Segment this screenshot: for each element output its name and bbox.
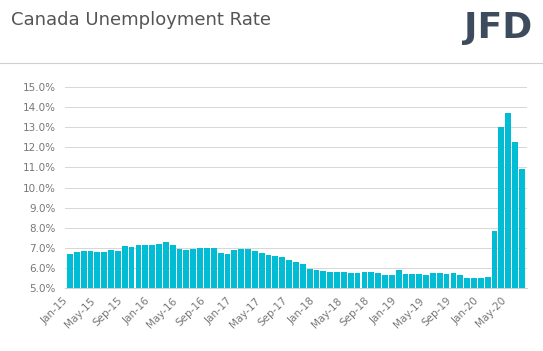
Bar	[519, 170, 525, 351]
Bar	[423, 275, 429, 351]
Text: Canada Unemployment Rate: Canada Unemployment Rate	[11, 11, 271, 28]
Bar	[204, 248, 210, 351]
Bar	[94, 252, 100, 351]
Bar	[266, 255, 272, 351]
Bar	[430, 273, 436, 351]
Bar	[81, 251, 86, 351]
Bar	[108, 250, 114, 351]
Bar	[498, 127, 504, 351]
Bar	[382, 275, 388, 351]
Bar	[396, 270, 402, 351]
Bar	[451, 273, 456, 351]
Bar	[293, 262, 299, 351]
Bar	[67, 253, 73, 351]
Bar	[279, 257, 285, 351]
Bar	[74, 252, 80, 351]
Bar	[129, 246, 135, 351]
Bar	[471, 278, 477, 351]
Bar	[225, 254, 230, 351]
Bar	[238, 249, 244, 351]
Bar	[355, 273, 361, 351]
Bar	[122, 246, 128, 351]
Bar	[389, 275, 395, 351]
Bar	[231, 250, 237, 351]
Bar	[184, 250, 190, 351]
Bar	[437, 273, 443, 351]
Bar	[313, 270, 319, 351]
Bar	[115, 251, 121, 351]
Bar	[334, 272, 340, 351]
Bar	[307, 269, 313, 351]
Bar	[512, 143, 518, 351]
Bar	[506, 113, 511, 351]
Bar	[136, 245, 141, 351]
Bar	[457, 276, 463, 351]
Bar	[190, 249, 196, 351]
Bar	[87, 251, 93, 351]
Bar	[375, 273, 381, 351]
Text: JFD: JFD	[464, 11, 532, 45]
Bar	[252, 251, 258, 351]
Bar	[402, 274, 408, 351]
Bar	[170, 245, 175, 351]
Bar	[444, 274, 450, 351]
Bar	[156, 244, 162, 351]
Bar	[163, 243, 169, 351]
Bar	[327, 272, 333, 351]
Bar	[197, 248, 203, 351]
Bar	[491, 231, 497, 351]
Bar	[464, 278, 470, 351]
Bar	[485, 277, 490, 351]
Bar	[300, 264, 306, 351]
Bar	[211, 248, 217, 351]
Bar	[362, 272, 367, 351]
Bar	[273, 256, 279, 351]
Bar	[245, 249, 251, 351]
Bar	[348, 273, 353, 351]
Bar	[142, 245, 148, 351]
Bar	[259, 253, 264, 351]
Bar	[149, 245, 155, 351]
Bar	[341, 272, 347, 351]
Bar	[416, 274, 422, 351]
Bar	[286, 260, 292, 351]
Bar	[176, 249, 182, 351]
Bar	[409, 274, 415, 351]
Bar	[368, 272, 374, 351]
Bar	[218, 253, 224, 351]
Bar	[478, 278, 484, 351]
Bar	[320, 271, 326, 351]
Bar	[102, 252, 107, 351]
